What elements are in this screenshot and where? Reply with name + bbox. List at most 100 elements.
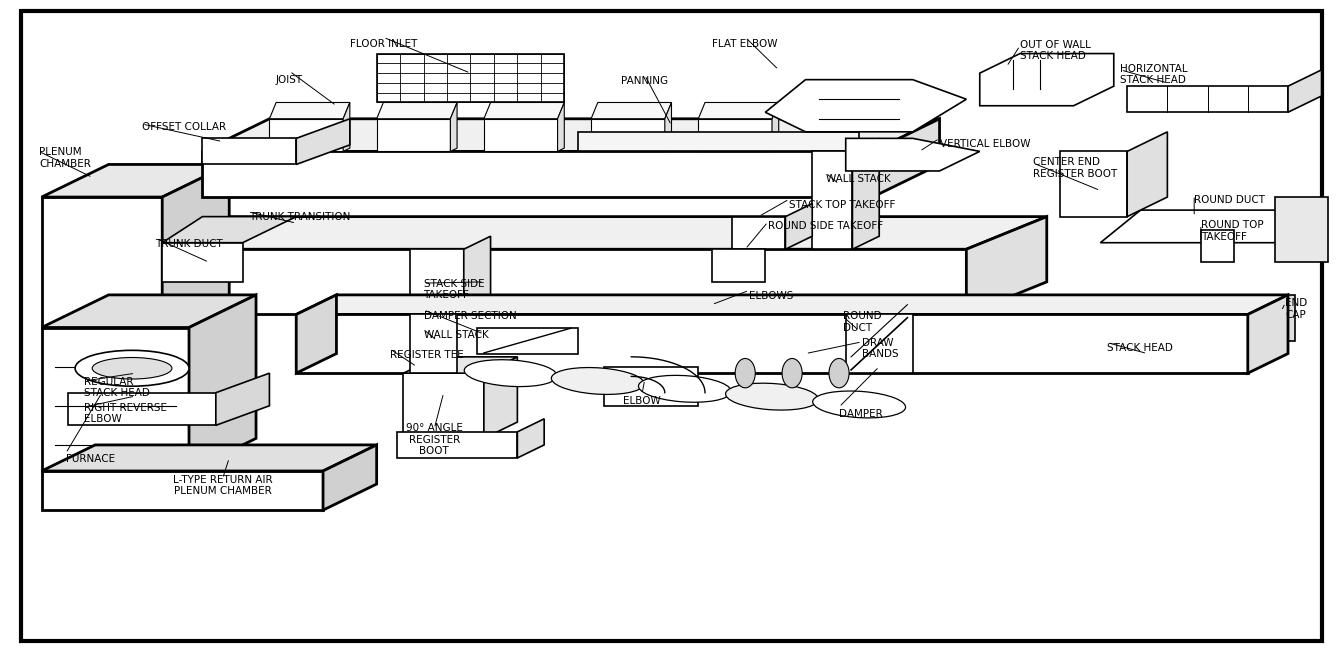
Ellipse shape: [552, 367, 645, 394]
Bar: [376, 54, 564, 102]
Text: DAMPER SECTION: DAMPER SECTION: [423, 310, 516, 321]
Text: OFFSET COLLAR: OFFSET COLLAR: [142, 122, 226, 132]
Polygon shape: [270, 119, 344, 151]
Polygon shape: [483, 102, 564, 119]
Polygon shape: [42, 164, 230, 197]
Polygon shape: [324, 445, 376, 510]
Polygon shape: [980, 54, 1113, 105]
Polygon shape: [1254, 308, 1275, 328]
Text: ROUND DUCT: ROUND DUCT: [1194, 195, 1265, 205]
Text: DAMPER: DAMPER: [839, 409, 882, 419]
Polygon shape: [698, 102, 779, 119]
Polygon shape: [1113, 331, 1281, 347]
Polygon shape: [203, 151, 873, 197]
Polygon shape: [591, 102, 672, 119]
Text: TRUNK TRANSITION: TRUNK TRANSITION: [250, 212, 351, 221]
Text: WALL STACK: WALL STACK: [423, 330, 489, 341]
Text: RIGHT REVERSE
ELBOW: RIGHT REVERSE ELBOW: [85, 403, 168, 424]
Polygon shape: [216, 373, 270, 425]
Text: REGISTER TEE: REGISTER TEE: [389, 350, 463, 360]
Ellipse shape: [725, 383, 818, 410]
Polygon shape: [403, 373, 483, 438]
Polygon shape: [376, 102, 457, 119]
Polygon shape: [1127, 86, 1288, 112]
Text: FLOOR INLET: FLOOR INLET: [349, 39, 418, 48]
Polygon shape: [672, 301, 752, 321]
Polygon shape: [163, 164, 230, 328]
Polygon shape: [813, 151, 853, 250]
Text: CENTER END
REGISTER BOOT: CENTER END REGISTER BOOT: [1033, 157, 1117, 179]
Text: REGULAR
STACK HEAD: REGULAR STACK HEAD: [85, 377, 150, 398]
Polygon shape: [1201, 230, 1234, 262]
Polygon shape: [766, 80, 967, 132]
Polygon shape: [376, 119, 450, 151]
Polygon shape: [1060, 151, 1127, 217]
Polygon shape: [873, 119, 940, 197]
Text: VERTICAL ELBOW: VERTICAL ELBOW: [940, 139, 1030, 149]
Text: OUT OF WALL
STACK HEAD: OUT OF WALL STACK HEAD: [1019, 39, 1091, 61]
Polygon shape: [483, 357, 517, 438]
Text: ROUND
DUCT: ROUND DUCT: [843, 312, 881, 333]
Polygon shape: [1248, 295, 1288, 373]
Polygon shape: [122, 217, 203, 314]
Polygon shape: [557, 102, 564, 151]
Polygon shape: [967, 217, 1046, 314]
Text: WALL STACK: WALL STACK: [826, 174, 890, 184]
Polygon shape: [846, 138, 980, 171]
Text: HORIZONTAL
STACK HEAD: HORIZONTAL STACK HEAD: [1120, 64, 1189, 85]
Polygon shape: [42, 445, 376, 471]
Ellipse shape: [813, 391, 905, 418]
Text: PANNING: PANNING: [620, 76, 669, 86]
Text: PLENUM
CHAMBER: PLENUM CHAMBER: [39, 147, 91, 169]
Polygon shape: [270, 102, 349, 119]
Polygon shape: [297, 295, 337, 373]
Polygon shape: [297, 314, 1248, 373]
Text: L-TYPE RETURN AIR
PLENUM CHAMBER: L-TYPE RETURN AIR PLENUM CHAMBER: [173, 474, 273, 496]
Polygon shape: [1288, 70, 1322, 112]
Ellipse shape: [75, 350, 189, 386]
Ellipse shape: [465, 360, 557, 386]
Text: ROUND SIDE TAKEOFF: ROUND SIDE TAKEOFF: [768, 221, 884, 231]
Polygon shape: [42, 328, 189, 471]
Text: ELBOW: ELBOW: [623, 396, 661, 405]
Polygon shape: [1275, 197, 1328, 262]
Ellipse shape: [93, 358, 172, 379]
Polygon shape: [712, 250, 766, 282]
Polygon shape: [450, 102, 457, 151]
Text: JOIST: JOIST: [275, 75, 304, 84]
Polygon shape: [732, 217, 786, 250]
Polygon shape: [297, 295, 1288, 314]
Text: STACK HEAD: STACK HEAD: [1107, 343, 1172, 353]
Polygon shape: [42, 197, 163, 328]
Polygon shape: [396, 432, 517, 458]
Polygon shape: [1275, 295, 1295, 341]
Polygon shape: [122, 217, 1046, 250]
Polygon shape: [203, 138, 297, 164]
Polygon shape: [42, 295, 257, 328]
Polygon shape: [591, 119, 665, 151]
Polygon shape: [1100, 210, 1315, 243]
Polygon shape: [846, 314, 913, 373]
Polygon shape: [665, 102, 672, 151]
Polygon shape: [853, 138, 880, 250]
Ellipse shape: [829, 358, 849, 388]
Ellipse shape: [638, 375, 732, 402]
Polygon shape: [1127, 132, 1167, 217]
Ellipse shape: [735, 358, 755, 388]
Polygon shape: [163, 243, 243, 282]
Text: FLAT ELBOW: FLAT ELBOW: [713, 39, 778, 48]
Text: ROUND TOP
TAKEOFF: ROUND TOP TAKEOFF: [1201, 220, 1264, 242]
Polygon shape: [698, 119, 772, 151]
Text: ELBOWS: ELBOWS: [749, 291, 794, 301]
Polygon shape: [772, 102, 779, 151]
Polygon shape: [1248, 331, 1281, 373]
Polygon shape: [122, 250, 967, 314]
Polygon shape: [410, 250, 463, 314]
Text: STACK TOP TAKEOFF: STACK TOP TAKEOFF: [790, 200, 896, 210]
Polygon shape: [68, 393, 216, 425]
Polygon shape: [203, 119, 940, 151]
Polygon shape: [477, 328, 577, 354]
Polygon shape: [42, 471, 324, 510]
Polygon shape: [403, 357, 517, 373]
Polygon shape: [577, 132, 860, 151]
